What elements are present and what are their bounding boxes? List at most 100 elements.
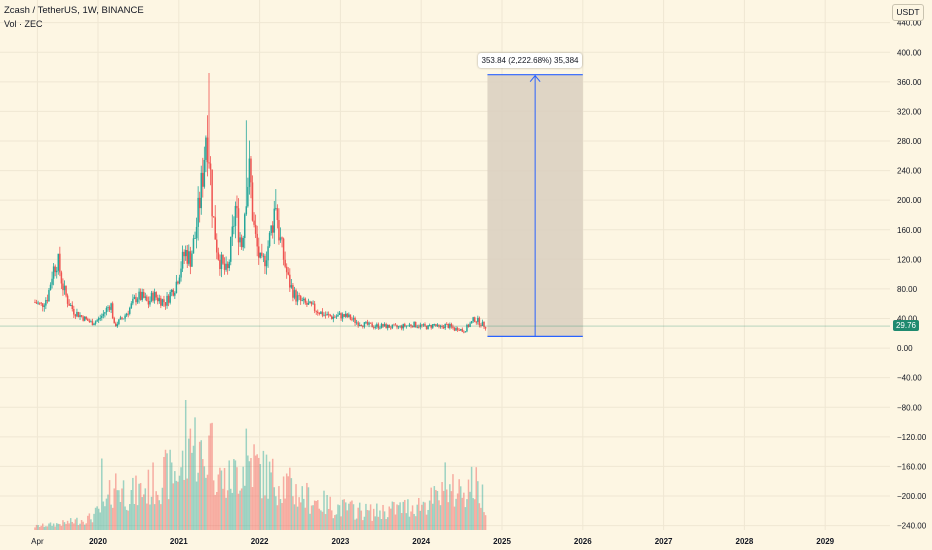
candle-body bbox=[66, 295, 69, 304]
volume-bar bbox=[205, 477, 207, 530]
volume-bar bbox=[478, 503, 481, 530]
candle-body bbox=[340, 313, 342, 319]
candle-body bbox=[71, 305, 74, 309]
candle-body bbox=[394, 324, 397, 326]
price-tick-label: 80.00 bbox=[897, 285, 918, 294]
candle-body bbox=[348, 314, 350, 318]
volume-bar bbox=[391, 501, 394, 530]
candle-body bbox=[198, 197, 201, 209]
price-tick-label: 400.00 bbox=[897, 48, 922, 57]
candle-body bbox=[80, 315, 83, 317]
candle-body bbox=[169, 292, 171, 303]
volume-bar bbox=[484, 515, 487, 530]
volume-bar bbox=[275, 496, 277, 530]
candle-body bbox=[48, 290, 50, 302]
candle-body bbox=[150, 292, 153, 301]
volume-bar bbox=[138, 483, 140, 530]
volume-bar bbox=[284, 498, 286, 530]
candle-body bbox=[365, 321, 367, 323]
price-tick-label: 0.00 bbox=[897, 344, 913, 353]
price-tick-label: 240.00 bbox=[897, 167, 922, 176]
volume-bar bbox=[69, 518, 72, 530]
volume-bar bbox=[141, 497, 143, 530]
volume-bar bbox=[253, 444, 255, 530]
volume-bar bbox=[421, 504, 423, 530]
candle-body bbox=[35, 302, 38, 304]
volume-bar bbox=[265, 454, 268, 530]
candle-body bbox=[271, 225, 274, 233]
measure-label: 353.84 (2,222.68%) 35,384 bbox=[478, 53, 582, 68]
candle-body bbox=[450, 324, 453, 327]
candle-body bbox=[57, 253, 60, 271]
candle-body bbox=[111, 303, 114, 319]
volume-bar bbox=[295, 484, 297, 530]
candle-body bbox=[167, 295, 170, 303]
candle-body bbox=[79, 315, 81, 318]
volume-bar bbox=[240, 488, 243, 530]
volume-bar bbox=[455, 498, 457, 530]
volume-bar bbox=[483, 512, 485, 530]
candle-body bbox=[127, 313, 129, 315]
candle-body bbox=[160, 298, 162, 306]
volume-bar bbox=[94, 507, 97, 530]
volume-indicator-label[interactable]: Vol · ZEC bbox=[4, 19, 43, 29]
candle-body bbox=[298, 295, 300, 297]
candle-body bbox=[425, 325, 428, 330]
candle-body bbox=[214, 217, 216, 240]
volume-bar bbox=[399, 502, 401, 530]
volume-bar bbox=[83, 524, 86, 530]
volume-bar bbox=[481, 484, 484, 530]
candle-body bbox=[152, 292, 154, 301]
candle-body bbox=[129, 307, 131, 314]
volume-bar bbox=[111, 507, 114, 530]
volume-bar bbox=[118, 490, 120, 530]
candle-body bbox=[211, 169, 213, 217]
candle-body bbox=[96, 320, 98, 322]
volume-bar bbox=[298, 497, 300, 530]
volume-bar bbox=[383, 511, 386, 530]
volume-bar bbox=[231, 492, 234, 530]
candle-body bbox=[38, 302, 41, 304]
volume-bar bbox=[435, 489, 437, 530]
volume-bar bbox=[477, 481, 479, 530]
volume-bar bbox=[178, 475, 181, 530]
currency-button[interactable]: USDT bbox=[892, 4, 924, 21]
volume-bar bbox=[304, 507, 307, 530]
volume-bar bbox=[110, 504, 112, 530]
candle-body bbox=[324, 314, 327, 316]
volume-bar bbox=[436, 491, 439, 530]
volume-bar bbox=[469, 491, 471, 530]
volume-bar bbox=[262, 450, 265, 530]
volume-bar bbox=[237, 493, 240, 530]
volume-bar bbox=[414, 516, 417, 530]
volume-bar bbox=[55, 523, 58, 530]
volume-bar bbox=[480, 507, 482, 530]
candle-body bbox=[304, 298, 307, 303]
candle-body bbox=[34, 302, 36, 304]
candle-body bbox=[281, 237, 283, 239]
candle-body bbox=[341, 314, 344, 319]
candle-body bbox=[200, 172, 202, 209]
volume-bar bbox=[385, 519, 387, 530]
candle-body bbox=[195, 226, 198, 239]
candle-body bbox=[251, 182, 254, 221]
volume-bar bbox=[62, 520, 64, 530]
volume-bar bbox=[177, 481, 179, 530]
candle-body bbox=[369, 322, 372, 324]
volume-bar bbox=[397, 505, 400, 530]
volume-bar bbox=[48, 523, 50, 530]
volume-bar bbox=[219, 467, 221, 530]
candle-body bbox=[290, 285, 293, 288]
candle-body bbox=[323, 314, 325, 316]
candle-body bbox=[253, 220, 255, 225]
volume-bar bbox=[113, 488, 115, 530]
volume-bar bbox=[82, 521, 84, 530]
volume-bar bbox=[155, 491, 157, 530]
volume-bar bbox=[170, 462, 173, 530]
volume-bar bbox=[456, 493, 459, 530]
volume-bar bbox=[299, 502, 302, 530]
candle-body bbox=[408, 324, 411, 326]
candle-body bbox=[421, 324, 423, 326]
candle-body bbox=[107, 307, 109, 308]
